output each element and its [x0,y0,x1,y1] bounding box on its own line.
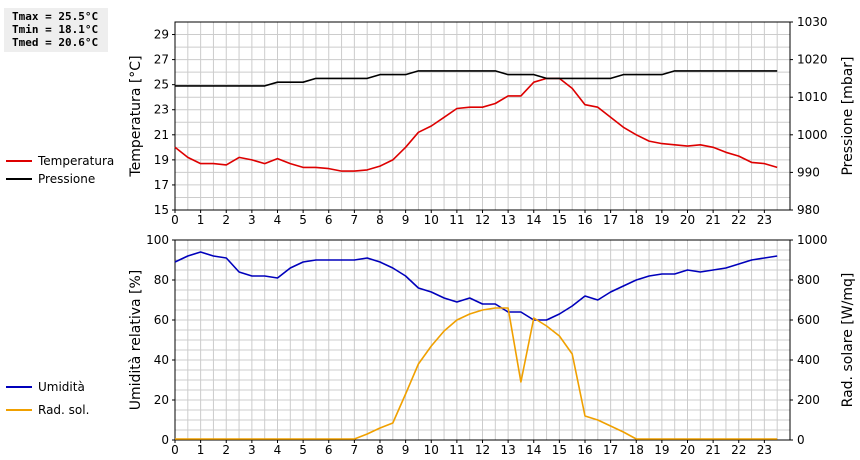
humidity-radiation-xtick-label: 23 [757,443,772,457]
temp-pressure-xtick-label: 18 [629,213,644,227]
temp-pressure-xtick-label: 6 [325,213,333,227]
temp-pressure-xtick-label: 17 [603,213,618,227]
temp-pressure-ytick-left-label: 25 [154,78,169,92]
temp-pressure-xtick-label: 2 [222,213,230,227]
temp-pressure-ytick-left-label: 29 [154,28,169,42]
humidity-radiation-ytick-left-label: 100 [146,233,169,247]
humidity-radiation-ytick-right-label: 600 [797,313,820,327]
humidity-radiation-xtick-label: 14 [526,443,541,457]
humidity-radiation-xtick-label: 22 [731,443,746,457]
temp-pressure-xtick-label: 3 [248,213,256,227]
legend-umidita: Umidità [6,379,85,395]
temp-pressure-ytick-right-label: 1000 [797,128,828,142]
legend-swatch-temperatura [6,160,32,162]
humidity-radiation-xtick-label: 18 [629,443,644,457]
series-line-rad-sol [175,307,778,440]
humidity-radiation-xtick-label: 20 [680,443,695,457]
humidity-radiation-xtick-label: 13 [500,443,515,457]
humidity-radiation-ytick-left-label: 20 [154,393,169,407]
humidity-radiation-xtick-label: 1 [197,443,205,457]
temp-pressure-xtick-label: 8 [376,213,384,227]
temp-pressure-xtick-label: 21 [705,213,720,227]
humidity-radiation-xtick-label: 2 [222,443,230,457]
temp-pressure-ytick-left-label: 23 [154,103,169,117]
temp-pressure-xtick-label: 0 [171,213,179,227]
temp-pressure-xtick-label: 9 [402,213,410,227]
humidity-radiation-ytick-left-label: 80 [154,273,169,287]
humidity-radiation-xtick-label: 17 [603,443,618,457]
humidity-radiation-xtick-label: 5 [299,443,307,457]
temp-pressure-xtick-label: 23 [757,213,772,227]
temp-pressure-xtick-label: 15 [552,213,567,227]
temp-pressure-xtick-label: 19 [654,213,669,227]
humidity-radiation-xtick-label: 12 [475,443,490,457]
temp-pressure-ytick-right-label: 1010 [797,90,828,104]
temp-pressure-xtick-label: 13 [500,213,515,227]
stat-tmed: Tmed = 20.6°C [12,36,99,49]
temp-pressure-ylabel-right: Pressione [mbar] [840,56,856,175]
temp-pressure-xtick-label: 1 [197,213,205,227]
humidity-radiation-ylabel-right: Rad. solare [W/mq] [840,273,856,408]
humidity-radiation-ytick-left-label: 60 [154,313,169,327]
temp-pressure-ytick-right-label: 1020 [797,53,828,67]
humidity-radiation-ylabel-left: Umidità relativa [%] [128,270,144,411]
stat-tmin: Tmin = 18.1°C [12,23,99,36]
humidity-radiation-xtick-label: 15 [552,443,567,457]
legend-label-temperatura: Temperatura [38,154,115,168]
legend-temperatura: Temperatura [6,153,114,169]
humidity-radiation-xtick-label: 16 [577,443,592,457]
series-line-pressione [175,70,778,87]
temp-pressure-ytick-left-label: 21 [154,128,169,142]
temp-pressure-xtick-label: 10 [424,213,439,227]
humidity-radiation-xtick-label: 7 [351,443,359,457]
humidity-radiation-ytick-right-label: 0 [797,433,805,447]
temp-pressure-xtick-label: 20 [680,213,695,227]
stat-tmax: Tmax = 25.5°C [12,10,99,23]
humidity-radiation-xtick-label: 3 [248,443,256,457]
temp-pressure-xtick-label: 7 [351,213,359,227]
series-line-umidit [174,251,778,321]
temp-pressure-xtick-label: 16 [577,213,592,227]
humidity-radiation-xtick-label: 10 [424,443,439,457]
temp-pressure-ytick-left-label: 19 [154,153,169,167]
temp-pressure-ytick-left-label: 15 [154,203,169,217]
temp-pressure-ytick-right-label: 990 [797,165,820,179]
temp-pressure-xtick-label: 12 [475,213,490,227]
legend-label-rad-sol: Rad. sol. [38,403,90,417]
humidity-radiation-ytick-right-label: 200 [797,393,820,407]
humidity-radiation-ytick-right-label: 1000 [797,233,828,247]
humidity-radiation-xtick-label: 0 [171,443,179,457]
stats-box: Tmax = 25.5°C Tmin = 18.1°C Tmed = 20.6°… [4,8,108,52]
humidity-radiation-ytick-left-label: 0 [161,433,169,447]
temp-pressure-xtick-label: 14 [526,213,541,227]
humidity-radiation-xtick-label: 11 [449,443,464,457]
humidity-radiation-xtick-label: 21 [705,443,720,457]
humidity-radiation-xtick-label: 4 [274,443,282,457]
humidity-radiation-ytick-right-label: 800 [797,273,820,287]
humidity-radiation-ytick-right-label: 400 [797,353,820,367]
legend-swatch-pressione [6,178,32,180]
legend-swatch-umidita [6,386,32,388]
legend-label-pressione: Pressione [38,172,96,186]
temp-pressure-ytick-left-label: 17 [154,178,169,192]
legend-swatch-rad-sol [6,409,32,411]
legend-label-umidita: Umidità [38,380,85,394]
temp-pressure-xtick-label: 11 [449,213,464,227]
temp-pressure-xtick-label: 22 [731,213,746,227]
temp-pressure-ytick-left-label: 27 [154,53,169,67]
humidity-radiation-xtick-label: 6 [325,443,333,457]
legend-pressione: Pressione [6,171,95,187]
legend-rad-sol: Rad. sol. [6,402,89,418]
temp-pressure-xtick-label: 5 [299,213,307,227]
humidity-radiation-ytick-left-label: 40 [154,353,169,367]
humidity-radiation-xtick-label: 19 [654,443,669,457]
temp-pressure-xtick-label: 4 [274,213,282,227]
temp-pressure-ytick-right-label: 980 [797,203,820,217]
humidity-radiation-xtick-label: 8 [376,443,384,457]
humidity-radiation-xtick-label: 9 [402,443,410,457]
temp-pressure-ytick-right-label: 1030 [797,15,828,29]
series-line-temperatura [174,77,778,172]
temp-pressure-ylabel-left: Temperatura [°C] [128,55,144,177]
